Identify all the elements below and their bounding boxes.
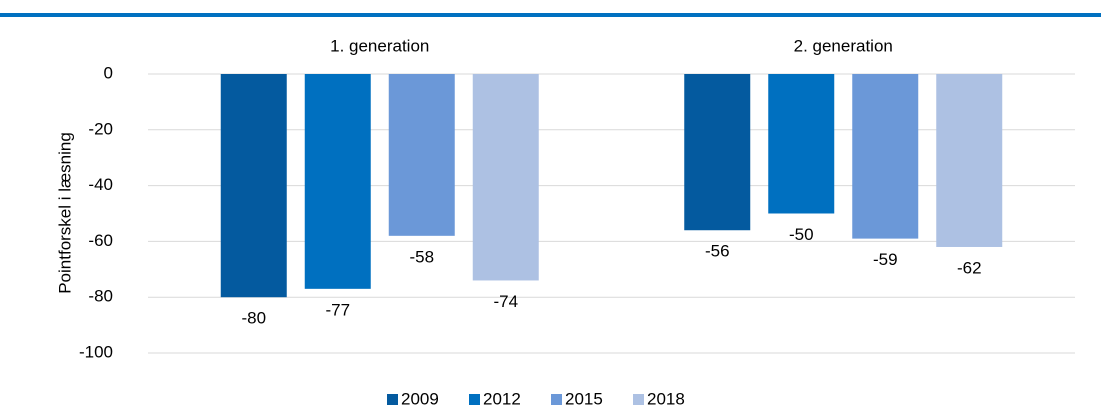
y-tick-label: -60 bbox=[88, 231, 113, 250]
bar bbox=[852, 74, 919, 239]
legend-swatch bbox=[551, 394, 562, 405]
bar bbox=[936, 74, 1003, 247]
data-label: -59 bbox=[873, 250, 898, 269]
legend-swatch bbox=[633, 394, 644, 405]
legend-swatch bbox=[387, 394, 398, 405]
bar bbox=[472, 74, 539, 281]
y-axis-label: Pointforskel i læsning bbox=[55, 132, 74, 294]
legend-swatch bbox=[469, 394, 480, 405]
bar bbox=[304, 74, 371, 289]
data-label: -77 bbox=[325, 300, 350, 319]
bar bbox=[220, 74, 287, 298]
y-tick-label: -100 bbox=[79, 342, 113, 361]
data-label: -50 bbox=[789, 225, 814, 244]
legend-label: 2018 bbox=[647, 389, 685, 408]
data-label: -80 bbox=[241, 309, 266, 328]
legend-label: 2012 bbox=[483, 389, 521, 408]
category-label: 1. generation bbox=[330, 36, 429, 55]
bar bbox=[388, 74, 455, 236]
data-label: -74 bbox=[493, 292, 518, 311]
top-rule bbox=[0, 13, 1101, 17]
bar bbox=[684, 74, 751, 231]
data-label: -56 bbox=[705, 242, 730, 261]
y-tick-label: -40 bbox=[88, 175, 113, 194]
category-label: 2. generation bbox=[794, 36, 893, 55]
data-label: -58 bbox=[409, 247, 434, 266]
y-tick-label: 0 bbox=[104, 63, 113, 82]
bar bbox=[768, 74, 835, 214]
data-label: -62 bbox=[957, 258, 982, 277]
legend-label: 2015 bbox=[565, 389, 603, 408]
y-tick-label: -80 bbox=[88, 287, 113, 306]
y-tick-label: -20 bbox=[88, 119, 113, 138]
legend-label: 2009 bbox=[401, 389, 439, 408]
